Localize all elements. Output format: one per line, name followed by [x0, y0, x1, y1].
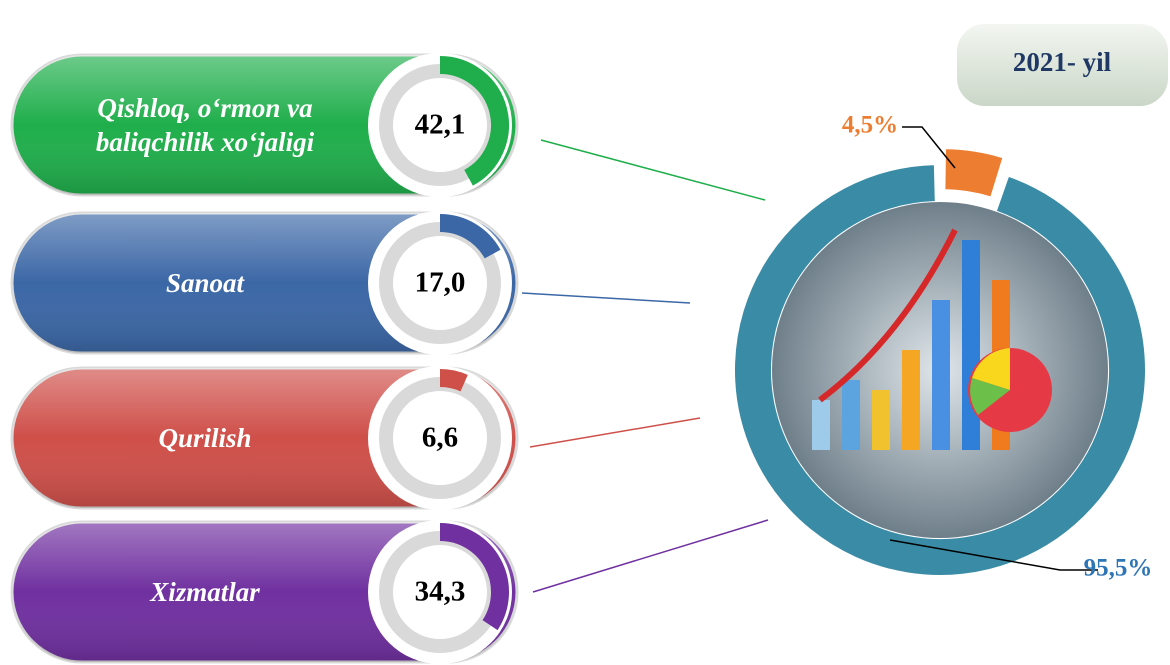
donut-value-label: 95,5% — [1084, 555, 1153, 582]
leader-line — [889, 539, 1098, 571]
category-label: Qurilish — [158, 423, 252, 453]
illustration-bar — [842, 380, 860, 450]
category-label: Xizmatlar — [150, 577, 260, 607]
connector — [521, 292, 691, 304]
connectors — [521, 139, 769, 593]
badge: 2021- yil — [953, 20, 1170, 110]
donut-value-label: 4,5% — [842, 112, 898, 139]
illustration-bar — [932, 300, 950, 450]
illustration-arrow — [818, 228, 958, 403]
donut-segment — [943, 147, 1005, 199]
gauge-arc — [439, 369, 468, 392]
chart-illustration — [772, 202, 1108, 538]
pills: 42,1 17,0 6,6 34,3 — [10, 53, 519, 664]
illustration-bar — [872, 390, 890, 450]
illustration-bar — [962, 240, 980, 450]
badge-box — [953, 20, 1170, 110]
gauge-value: 6,6 — [422, 422, 458, 454]
gauge-value: 42,1 — [415, 109, 466, 141]
connector — [532, 519, 769, 593]
category-label: Qishloq, o‘rmon va baliqchilik xo‘jaligi — [95, 93, 315, 157]
gauge-arc — [439, 56, 509, 186]
connector — [540, 139, 766, 201]
connector — [529, 417, 701, 448]
gauge-arc — [439, 214, 501, 259]
illustration-bar — [902, 350, 920, 450]
gauge-arc — [439, 523, 509, 631]
gauge-value: 17,0 — [415, 267, 466, 299]
donut-leaders — [889, 126, 1098, 571]
gauge-value: 34,3 — [415, 576, 466, 608]
illustration-pie — [972, 348, 1010, 390]
illustration-pie — [970, 378, 1010, 415]
leader-line — [902, 126, 956, 169]
badge-title: 2021- yil — [1013, 47, 1112, 77]
category-label: Sanoat — [165, 268, 245, 298]
illustration-bar — [812, 400, 830, 450]
